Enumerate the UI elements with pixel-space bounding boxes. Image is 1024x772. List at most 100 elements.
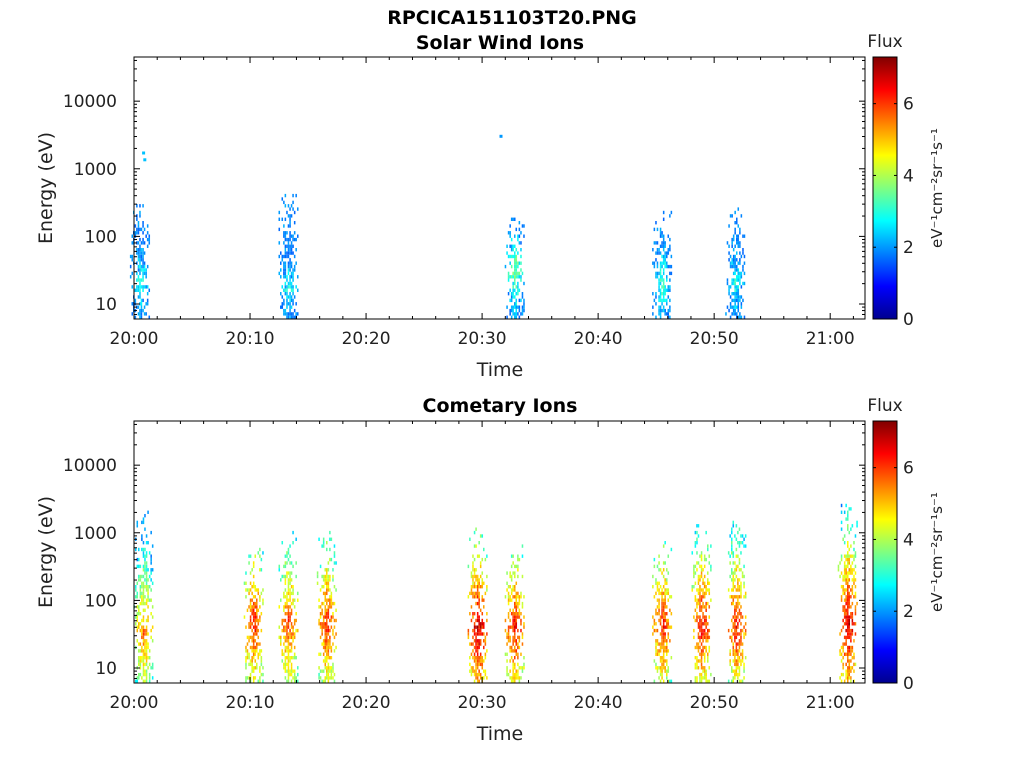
heatmap-cell bbox=[478, 541, 480, 545]
heatmap-cell bbox=[666, 605, 668, 609]
heatmap-cell bbox=[145, 652, 148, 656]
heatmap-cell bbox=[738, 645, 741, 650]
heatmap-cell bbox=[842, 645, 844, 650]
heatmap-cell bbox=[473, 591, 476, 596]
heatmap-cell bbox=[703, 574, 706, 579]
heatmap-cell bbox=[252, 635, 255, 640]
colorbar-tick-label: 6 bbox=[903, 459, 914, 479]
x-tick-label: 20:00 bbox=[110, 693, 159, 713]
heatmap-cell bbox=[326, 571, 328, 575]
heatmap-cell bbox=[743, 635, 745, 640]
heatmap-cell bbox=[481, 632, 484, 636]
heatmap-cell bbox=[473, 574, 476, 579]
heatmap-cell bbox=[670, 547, 673, 552]
heatmap-cell bbox=[856, 601, 858, 606]
heatmap-cell bbox=[851, 622, 854, 626]
heatmap-cell bbox=[662, 285, 665, 289]
heatmap-cell bbox=[742, 248, 744, 252]
heatmap-cell bbox=[658, 676, 660, 680]
heatmap-cell bbox=[143, 158, 147, 162]
heatmap-cell bbox=[287, 659, 290, 663]
heatmap-cell bbox=[284, 666, 287, 670]
heatmap-cell bbox=[655, 221, 657, 225]
heatmap-cell bbox=[517, 564, 519, 569]
heatmap-cell bbox=[659, 308, 662, 313]
heatmap-cell bbox=[697, 578, 700, 582]
heatmap-cell bbox=[735, 652, 738, 656]
heatmap-cell bbox=[518, 676, 521, 680]
heatmap-cell bbox=[297, 679, 299, 683]
heatmap-cell bbox=[286, 635, 288, 640]
heatmap-cell bbox=[512, 554, 514, 558]
heatmap-cell bbox=[735, 574, 738, 579]
heatmap-cell bbox=[486, 618, 488, 623]
heatmap-cell bbox=[653, 241, 656, 245]
heatmap-cell bbox=[248, 625, 250, 629]
heatmap-cell bbox=[136, 564, 139, 569]
heatmap-cell bbox=[284, 254, 287, 259]
heatmap-cell bbox=[514, 278, 516, 282]
heatmap-cell bbox=[290, 214, 293, 218]
heatmap-cell bbox=[853, 652, 855, 656]
heatmap-cell bbox=[333, 679, 336, 683]
heatmap-cell bbox=[512, 585, 514, 589]
heatmap-cell bbox=[854, 662, 857, 667]
heatmap-cell bbox=[478, 595, 480, 599]
heatmap-cell bbox=[705, 639, 707, 643]
heatmap-cell bbox=[737, 666, 739, 670]
heatmap-cell bbox=[662, 635, 665, 640]
heatmap-cell bbox=[256, 632, 258, 636]
heatmap-cell bbox=[289, 554, 291, 558]
heatmap-cell bbox=[257, 608, 260, 612]
heatmap-cell bbox=[278, 605, 281, 609]
heatmap-cell bbox=[514, 254, 516, 259]
heatmap-cell bbox=[843, 568, 846, 572]
heatmap-cell bbox=[473, 659, 476, 663]
heatmap-cell bbox=[138, 672, 140, 677]
heatmap-cell bbox=[666, 591, 668, 596]
heatmap-cell bbox=[851, 615, 854, 619]
heatmap-cell bbox=[139, 264, 141, 269]
heatmap-cell bbox=[737, 581, 739, 585]
heatmap-cell bbox=[297, 591, 299, 596]
heatmap-cell bbox=[659, 642, 662, 646]
heatmap-cell bbox=[287, 271, 290, 276]
heatmap-cell bbox=[484, 557, 487, 562]
heatmap-cell bbox=[514, 571, 516, 575]
heatmap-cell bbox=[289, 595, 291, 599]
heatmap-cell bbox=[287, 652, 290, 656]
heatmap-cell bbox=[697, 615, 700, 619]
heatmap-cell bbox=[727, 628, 730, 633]
heatmap-cell bbox=[478, 554, 480, 558]
heatmap-cell bbox=[145, 632, 148, 636]
heatmap-cell bbox=[290, 642, 293, 646]
heatmap-cell bbox=[137, 224, 140, 228]
heatmap-cell bbox=[475, 659, 477, 663]
heatmap-cell bbox=[662, 628, 665, 633]
heatmap-cell bbox=[286, 302, 288, 306]
heatmap-cell bbox=[136, 612, 139, 616]
heatmap-cell bbox=[145, 271, 147, 276]
heatmap-cell bbox=[847, 676, 849, 680]
heatmap-cell bbox=[705, 622, 707, 626]
heatmap-cell bbox=[659, 672, 662, 677]
heatmap-cell bbox=[506, 669, 508, 673]
heatmap-cell bbox=[703, 557, 706, 562]
heatmap-cell bbox=[248, 605, 250, 609]
heatmap-cell bbox=[259, 669, 261, 673]
heatmap-cell bbox=[134, 231, 137, 235]
heatmap-cell bbox=[472, 656, 474, 660]
heatmap-cell bbox=[735, 588, 738, 592]
heatmap-cell bbox=[150, 578, 152, 582]
heatmap-cell bbox=[734, 608, 736, 612]
heatmap-cell bbox=[249, 625, 252, 629]
heatmap-cell bbox=[840, 503, 843, 508]
heatmap-cell bbox=[243, 581, 246, 585]
heatmap-cell bbox=[658, 601, 660, 606]
heatmap-cell bbox=[702, 628, 704, 633]
heatmap-cell bbox=[254, 625, 257, 629]
heatmap-cell bbox=[475, 527, 477, 531]
heatmap-cell bbox=[139, 237, 141, 242]
heatmap-cell bbox=[847, 557, 849, 562]
